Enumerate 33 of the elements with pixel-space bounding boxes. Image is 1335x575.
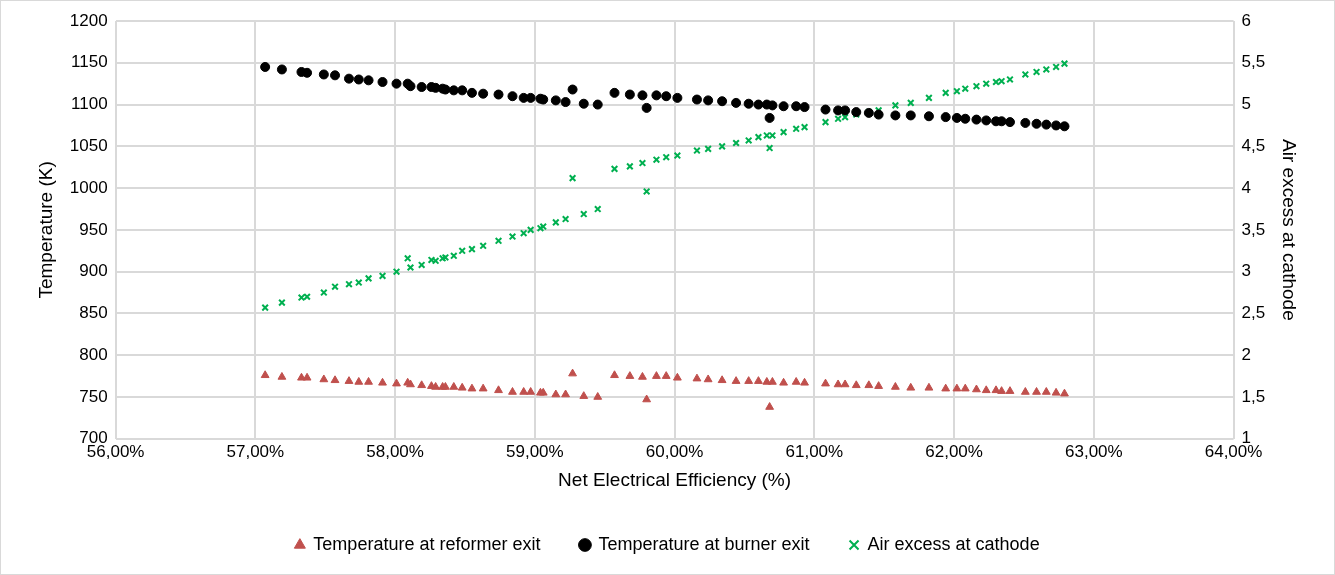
x-tick-label: 58,00% — [366, 441, 424, 461]
y-tick-label: 850 — [79, 303, 108, 323]
y-tick-label: 1100 — [71, 94, 108, 114]
x-tick-label: 60,00% — [645, 441, 704, 461]
y2-tick-label: 1,5 — [1241, 386, 1266, 406]
y-tick-label: 900 — [79, 261, 108, 281]
y2-axis-title: Air excess at cathode — [1279, 139, 1301, 321]
x-tick-label: 57,00% — [226, 441, 285, 461]
y2-tick-label: 6 — [1241, 10, 1252, 30]
y2-tick-label: 2,5 — [1241, 303, 1266, 323]
x-tick-label: 62,00% — [925, 441, 983, 461]
y-tick-label: 1050 — [69, 136, 108, 156]
y-axis-title: Temperature (K) — [34, 161, 56, 299]
y2-tick-label: 4,5 — [1241, 136, 1266, 156]
y2-tick-label: 3 — [1241, 261, 1252, 281]
y-tick-label: 1000 — [69, 177, 108, 197]
x-tick-label: 61,00% — [785, 441, 844, 461]
y-tick-label: 950 — [79, 219, 108, 239]
y2-tick-label: 2 — [1241, 344, 1252, 364]
x-tick-label: 63,00% — [1064, 441, 1123, 461]
y-tick-label: 1150 — [71, 52, 108, 72]
y2-tick-label: 3,5 — [1241, 219, 1266, 239]
y2-tick-label: 5 — [1241, 94, 1252, 114]
legend-label: Air excess at cathode — [867, 533, 1040, 554]
x-axis-title: Net Electrical Efficiency (%) — [558, 468, 792, 490]
legend-label: Temperature at burner exit — [598, 533, 810, 554]
y-tick-label: 1200 — [69, 10, 108, 30]
y-tick-label: 750 — [79, 386, 108, 406]
y2-tick-label: 5,5 — [1241, 52, 1266, 72]
legend-label: Temperature at reformer exit — [313, 533, 541, 554]
y-tick-label: 800 — [79, 344, 108, 364]
y2-tick-label: 4 — [1241, 177, 1252, 197]
x-tick-label: 59,00% — [506, 441, 564, 461]
